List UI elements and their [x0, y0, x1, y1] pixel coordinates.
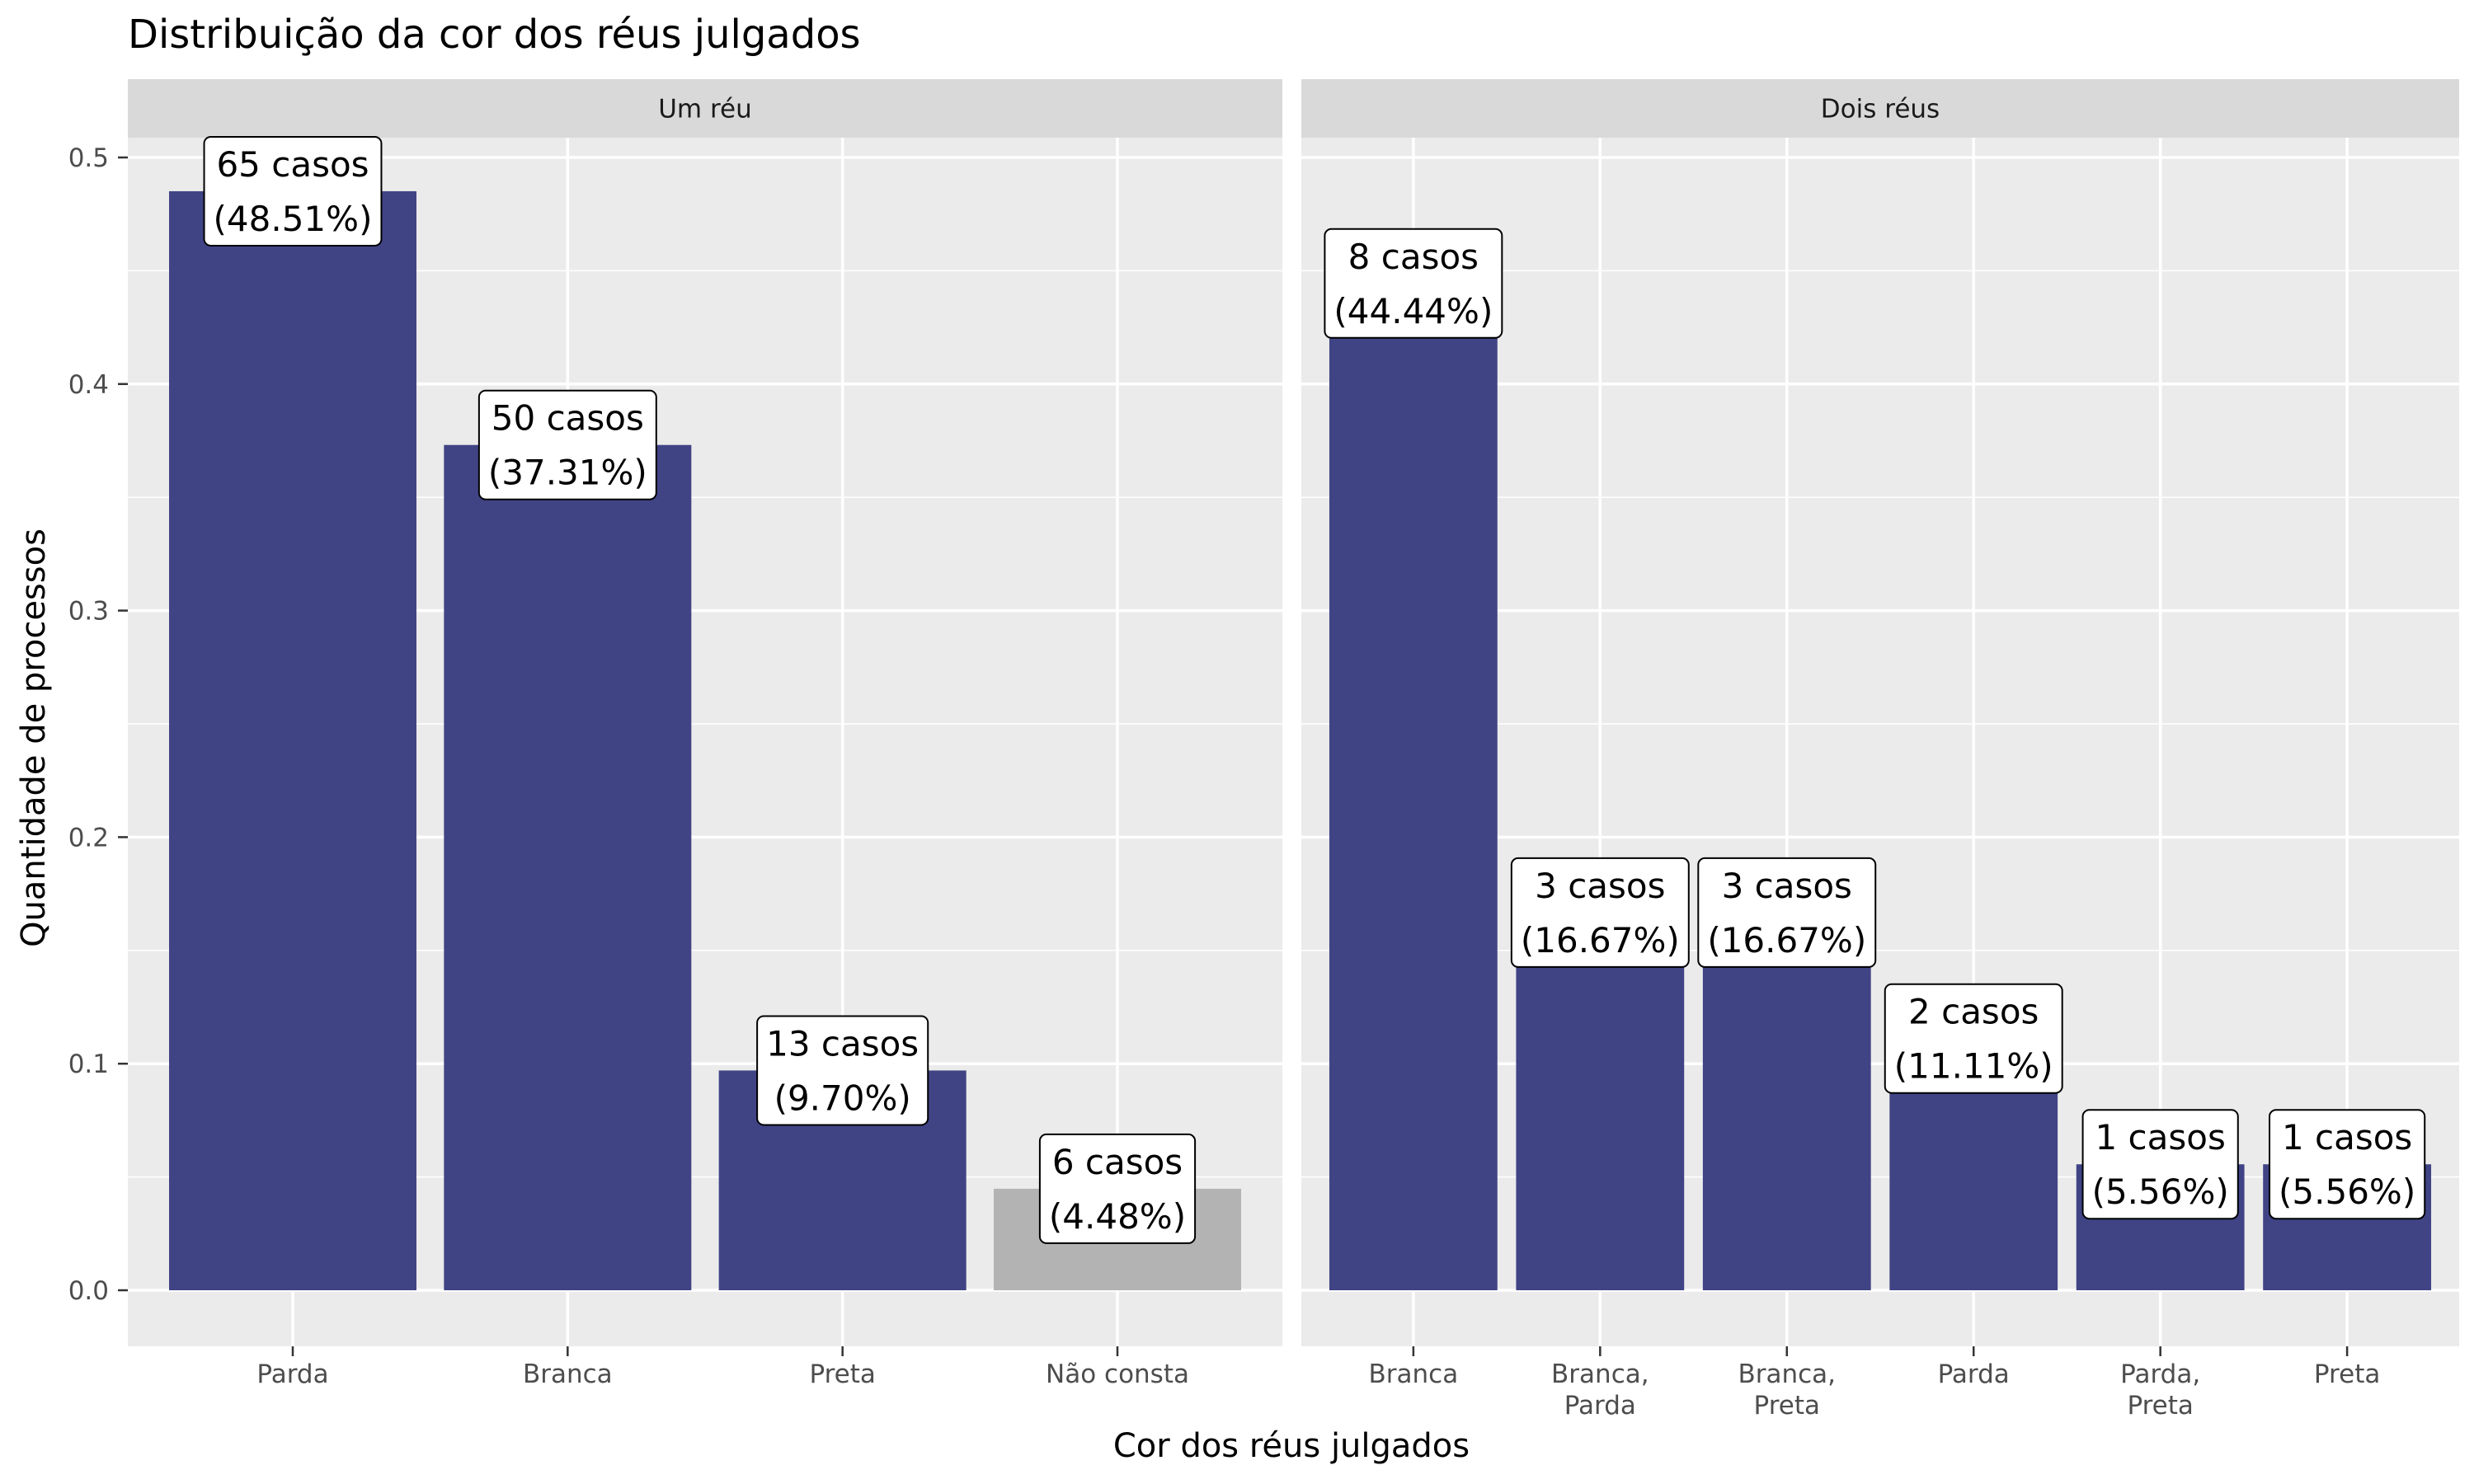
data-label-percent: (44.44%): [1333, 291, 1493, 331]
data-label-percent: (5.56%): [2279, 1172, 2415, 1212]
y-tick-label: 0.3: [68, 597, 109, 627]
x-tick-label: Preta: [1754, 1391, 1820, 1421]
data-label: 3 casos (16.67%): [1510, 857, 1690, 968]
bar: [444, 444, 692, 1290]
data-label-percent: (48.51%): [214, 199, 373, 239]
x-axis-title: Cor dos réus julgados: [1113, 1427, 1470, 1465]
bar: [1329, 283, 1498, 1290]
y-tick-label: 0.0: [68, 1276, 109, 1306]
x-tick-label: Parda,: [2120, 1360, 2200, 1389]
data-label-percent: (5.56%): [2092, 1172, 2229, 1212]
y-tick-label: 0.1: [68, 1050, 109, 1079]
y-tick-label: 0.4: [68, 370, 109, 400]
data-label-box: [1510, 857, 1690, 968]
facet-strip: [128, 79, 1282, 138]
x-tick-label: Branca,: [1551, 1360, 1649, 1389]
facet-strip-label: Dois réus: [1821, 95, 1940, 124]
x-tick-label: Não consta: [1046, 1360, 1189, 1389]
data-label-percent: (37.31%): [488, 453, 647, 493]
data-label: 2 casos (11.11%): [1884, 983, 2063, 1094]
data-label: 1 casos (5.56%): [2081, 1109, 2239, 1220]
data-label-box: [756, 1015, 929, 1126]
chart-title: Distribuição da cor dos réus julgados: [128, 12, 861, 58]
data-label-count: 50 casos: [492, 398, 644, 439]
data-label-box: [2081, 1109, 2239, 1220]
x-tick-label: Parda: [256, 1360, 328, 1389]
data-label-percent: (4.48%): [1049, 1196, 1186, 1237]
data-label: 13 casos (9.70%): [756, 1015, 929, 1126]
data-label-box: [1697, 857, 1877, 968]
data-label-box: [1038, 1133, 1197, 1244]
data-label-count: 2 casos: [1908, 992, 2039, 1032]
bar: [1516, 912, 1685, 1290]
x-tick-label: Branca: [523, 1360, 613, 1389]
x-tick-label: Preta: [2314, 1360, 2380, 1389]
data-label-percent: (11.11%): [1894, 1046, 2053, 1087]
data-label-count: 3 casos: [1722, 866, 1852, 906]
data-label-count: 13 casos: [766, 1023, 919, 1064]
data-label-box: [477, 389, 657, 500]
data-label-count: 1 casos: [2095, 1117, 2225, 1158]
x-tick-label: Preta: [809, 1360, 875, 1389]
y-tick-label: 0.5: [68, 143, 109, 173]
data-label-count: 1 casos: [2282, 1117, 2412, 1158]
facet-strip-label: Um réu: [658, 95, 752, 124]
data-label-count: 8 casos: [1348, 237, 1479, 277]
data-label-percent: (9.70%): [774, 1078, 911, 1118]
x-tick-label: Parda: [1564, 1391, 1636, 1421]
y-tick-label: 0.2: [68, 823, 109, 852]
data-label-count: 65 casos: [216, 144, 369, 185]
bar: [169, 190, 416, 1291]
facet-strip: [1301, 79, 2459, 138]
data-label: 50 casos (37.31%): [477, 389, 657, 500]
facet-panels: Um réu 65 casos (48.51%) 50 casos (37.31%) 13…: [128, 79, 2459, 1421]
data-label: 3 casos (16.67%): [1697, 857, 1877, 968]
data-label-count: 6 casos: [1052, 1142, 1183, 1182]
x-tick-label: Branca,: [1738, 1360, 1836, 1389]
data-label-count: 3 casos: [1535, 866, 1665, 906]
y-axis-title: Quantidade de processos: [15, 528, 53, 947]
data-label: 6 casos (4.48%): [1038, 1133, 1197, 1244]
facet-panel: Um réu 65 casos (48.51%) 50 casos (37.31%) 13…: [128, 79, 1282, 1389]
x-tick-label: Parda: [1938, 1360, 2010, 1389]
data-label: 1 casos (5.56%): [2269, 1109, 2426, 1220]
data-label-percent: (16.67%): [1521, 920, 1680, 960]
data-label-percent: (16.67%): [1707, 920, 1866, 960]
data-label: 8 casos (44.44%): [1324, 228, 1503, 339]
x-tick-label: Branca: [1369, 1360, 1459, 1389]
x-tick-label: Preta: [2127, 1391, 2193, 1421]
y-axis: 0.0 0.1 0.2 0.3 0.4 0.5: [68, 143, 128, 1306]
data-label-box: [2269, 1109, 2426, 1220]
data-label-box: [1884, 983, 2063, 1094]
data-label-box: [203, 135, 383, 247]
data-label-box: [1324, 228, 1503, 339]
data-label: 65 casos (48.51%): [203, 135, 383, 247]
bar: [1702, 912, 1871, 1290]
